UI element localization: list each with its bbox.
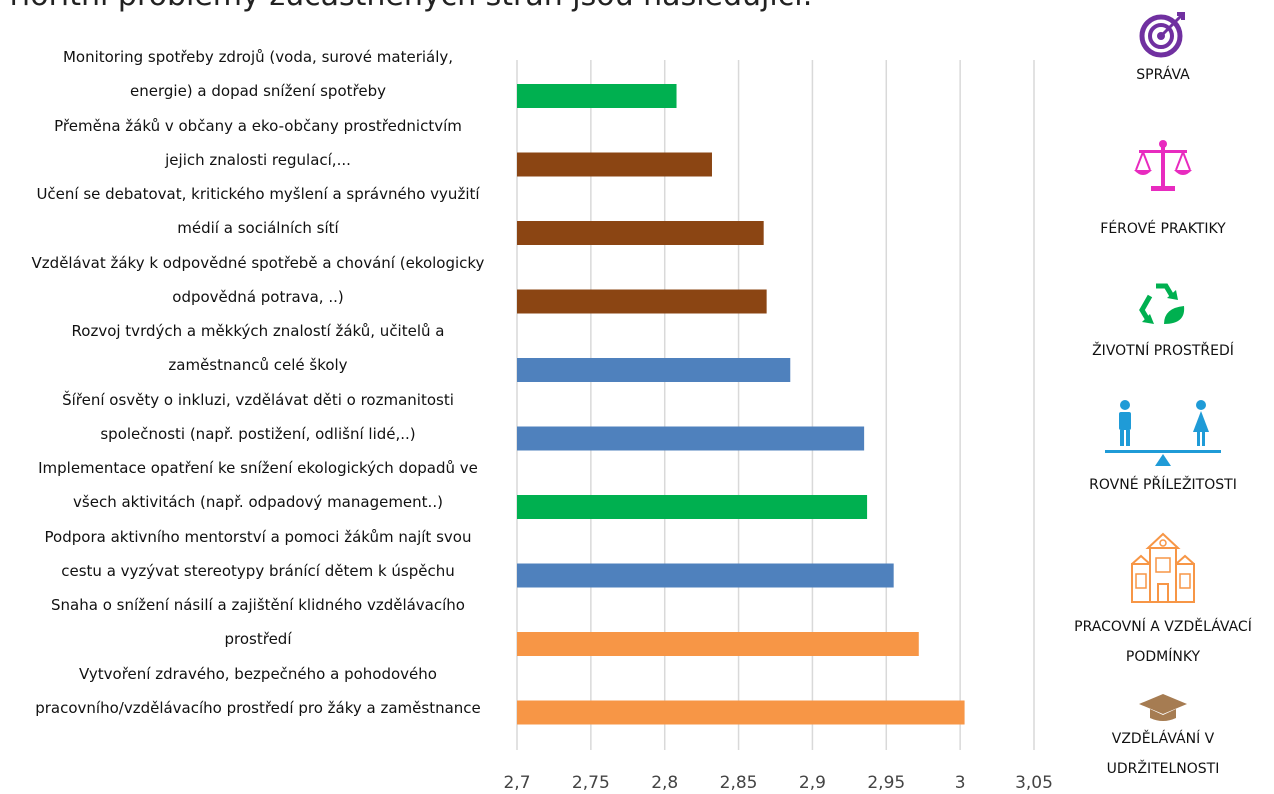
category-label-line: energie) a dopad snížení spotřeby <box>130 82 386 100</box>
equality-icon <box>1105 400 1221 466</box>
bar-chart: 2,7 2,75 2,8 2,85 2,9 2,95 3 3,05 <box>503 60 1052 793</box>
legend-item-zivotni-prostredi: ŽIVOTNÍ PROSTŘEDÍ <box>1052 280 1274 366</box>
legend-item-rovne-prilezitosti: ROVNÉ PŘÍLEŽITOSTI <box>1052 398 1274 500</box>
bar <box>517 563 894 588</box>
bar <box>517 84 677 108</box>
graduation-cap-icon <box>1139 694 1187 721</box>
page-title: Prioritní problémy zúčastněných stran js… <box>0 0 813 13</box>
category-label-line: pracovního/vzdělávacího prostředí pro žá… <box>35 698 481 717</box>
category-label: Monitoring spotřeby zdrojů (voda, surové… <box>0 40 516 108</box>
legend-label-ferove-praktiky: FÉROVÉ PRAKTIKY <box>1100 221 1226 237</box>
legend-label-pracovni-podminky-1: PRACOVNÍ A VZDĚLÁVACÍ <box>1074 619 1252 635</box>
bar <box>517 221 764 245</box>
category-label: Přeměna žáků v občany a eko-občany prost… <box>0 109 516 177</box>
category-label-line: Učení se debatovat, kritického myšlení a… <box>36 185 480 203</box>
category-label-line: Vzdělávat žáky k odpovědné spotřebě a ch… <box>31 253 485 272</box>
x-tick-label: 2,8 <box>651 773 678 793</box>
legend-label-sprava: SPRÁVA <box>1136 67 1190 83</box>
target-icon <box>1139 12 1185 58</box>
scales-icon <box>1134 140 1192 191</box>
x-tick-label: 2,95 <box>867 773 905 793</box>
category-label-line: zaměstnanců celé školy <box>168 356 348 374</box>
bar <box>517 700 965 725</box>
x-tick-label: 2,75 <box>572 773 610 793</box>
x-tick-label: 2,7 <box>503 773 530 793</box>
category-label-line: odpovědná potrava, ..) <box>172 287 344 306</box>
category-label-line: Monitoring spotřeby zdrojů (voda, surové… <box>62 48 454 66</box>
category-label: Podpora aktivního mentorství a pomoci žá… <box>0 520 516 588</box>
category-label: Šíření osvěty o inkluzi, vzdělávat děti … <box>0 383 516 451</box>
bar <box>517 495 868 519</box>
category-label-line: Přeměna žáků v občany a eko-občany prost… <box>54 116 462 135</box>
bar <box>517 152 712 177</box>
category-label-line: médií a sociálních sítí <box>177 219 339 237</box>
legend-item-ferove-praktiky: FÉROVÉ PRAKTIKY <box>1052 138 1274 244</box>
legend-label-vzdelavani-1: VZDĚLÁVÁNÍ V <box>1111 731 1215 747</box>
category-label-line: jejich znalosti regulací,... <box>165 150 351 169</box>
category-label-line: všech aktivitách (např. odpadový managem… <box>73 493 443 511</box>
legend-item-sprava: SPRÁVA <box>1052 8 1274 90</box>
x-tick-label: 2,85 <box>720 773 758 793</box>
bar <box>517 426 865 451</box>
category-label: Snaha o snížení násilí a zajištění klidn… <box>0 588 516 656</box>
category-label-line: Rozvoj tvrdých a měkkých znalostí žáků, … <box>71 322 445 340</box>
category-label-line: prostředí <box>224 630 292 648</box>
category-label-line: Vytvoření zdravého, bezpečného a pohodov… <box>79 664 437 683</box>
category-label-line: společnosti (např. postižení, odlišní li… <box>100 424 416 443</box>
legend-item-pracovni-podminky: PRACOVNÍ A VZDĚLÁVACÍ PODMÍNKY <box>1052 532 1274 672</box>
bar <box>517 632 919 656</box>
legend-item-vzdelavani-v-udrzitelnosti: VZDĚLÁVÁNÍ V UDRŽITELNOSTI <box>1052 692 1274 784</box>
category-label-line: Implementace opatření ke snížení ekologi… <box>38 459 478 477</box>
category-label-line: Podpora aktivního mentorství a pomoci žá… <box>44 527 472 546</box>
legend-label-vzdelavani-2: UDRŽITELNOSTI <box>1106 761 1220 777</box>
bar <box>517 289 767 314</box>
legend-label-zivotni-prostredi: ŽIVOTNÍ PROSTŘEDÍ <box>1092 343 1234 359</box>
category-label-line: Snaha o snížení násilí a zajištění klidn… <box>51 596 465 614</box>
category-label: Rozvoj tvrdých a měkkých znalostí žáků, … <box>0 314 516 382</box>
category-label: Vytvoření zdravého, bezpečného a pohodov… <box>0 657 516 725</box>
category-label: Implementace opatření ke snížení ekologi… <box>0 451 516 519</box>
category-label-line: cestu a vyzývat stereotypy bránící dětem… <box>61 561 455 580</box>
x-tick-label: 3,05 <box>1015 773 1052 793</box>
category-label-line: Šíření osvěty o inkluzi, vzdělávat děti … <box>62 390 454 409</box>
bar <box>517 358 791 382</box>
x-tick-label: 3 <box>955 773 966 793</box>
category-label: Vzdělávat žáky k odpovědné spotřebě a ch… <box>0 246 516 314</box>
legend-label-pracovni-podminky-2: PODMÍNKY <box>1125 649 1201 665</box>
school-building-icon <box>1131 532 1195 603</box>
x-tick-label: 2,9 <box>799 773 826 793</box>
legend-label-rovne-prilezitosti: ROVNÉ PŘÍLEŽITOSTI <box>1089 477 1237 493</box>
recycle-icon <box>1139 283 1185 324</box>
category-label: Učení se debatovat, kritického myšlení a… <box>0 177 516 245</box>
legend: SPRÁVA FÉROVÉ PRAKTIKY ŽIVOTNÍ PROSTŘEDÍ <box>1052 0 1274 794</box>
